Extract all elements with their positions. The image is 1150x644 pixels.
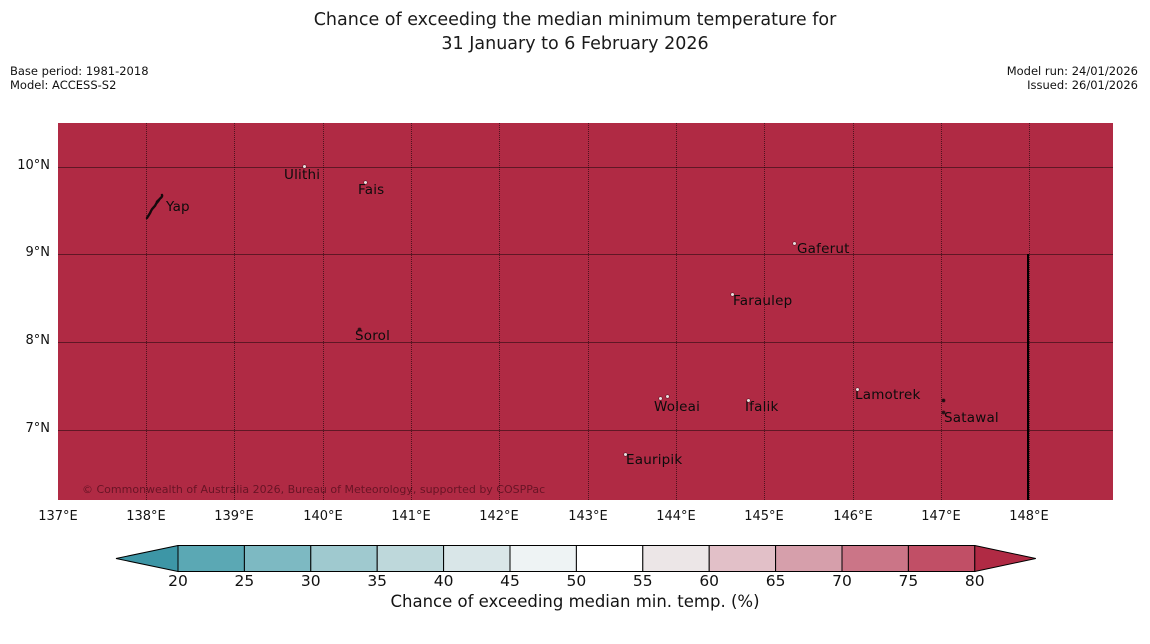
region-border-line — [1027, 254, 1029, 500]
longitude-gridline — [941, 123, 942, 500]
colorbar-label: Chance of exceeding median min. temp. (%… — [390, 592, 760, 611]
longitude-gridline — [1029, 123, 1030, 500]
colorbar-tick-label: 75 — [898, 572, 919, 590]
island-marker-sorol — [358, 328, 361, 331]
latitude-tick-label: 9°N — [25, 245, 51, 260]
island-label-gaferut: Gaferut — [797, 241, 850, 257]
colorbar-segment — [177, 545, 245, 572]
title-line-1: Chance of exceeding the median minimum t… — [313, 10, 837, 30]
island-label-faraulep: Faraulep — [733, 293, 793, 309]
map-canvas: © Commonwealth of Australia 2026, Bureau… — [58, 123, 1113, 500]
longitude-tick-label: 137°E — [38, 509, 78, 524]
meta-left: Base period: 1981-2018 Model: ACCESS-S2 — [10, 64, 149, 92]
island-label-yap: Yap — [166, 199, 190, 215]
island-label-woleai: Woleai — [654, 399, 701, 415]
yap-island-shape-icon — [144, 193, 166, 227]
island-marker-satawal — [942, 411, 945, 414]
longitude-tick-label: 138°E — [126, 509, 166, 524]
island-marker-ulithi — [303, 165, 306, 168]
model-text: Model: ACCESS-S2 — [10, 78, 117, 92]
meta-right: Model run: 24/01/2026 Issued: 26/01/2026 — [1007, 64, 1138, 92]
colorbar-tick-label: 30 — [300, 572, 321, 590]
colorbar-segment — [310, 545, 378, 572]
longitude-tick-label: 140°E — [303, 509, 343, 524]
longitude-tick-label: 143°E — [568, 509, 608, 524]
colorbar-tick-label: 70 — [832, 572, 852, 590]
latitude-tick-label: 10°N — [17, 158, 50, 173]
longitude-gridline — [234, 123, 235, 500]
latitude-gridline — [58, 254, 1113, 255]
longitude-tick-label: 142°E — [479, 509, 519, 524]
island-marker-woleai — [666, 395, 669, 398]
model-run-text: Model run: 24/01/2026 — [1006, 64, 1138, 78]
longitude-tick-label: 147°E — [921, 509, 961, 524]
colorbar-tick-label: 20 — [168, 572, 188, 590]
colorbar-segment — [907, 545, 976, 572]
longitude-gridline — [588, 123, 589, 500]
latitude-tick-label: 8°N — [25, 333, 51, 348]
island-label-fais: Fais — [358, 182, 385, 198]
colorbar-arrow — [974, 545, 1036, 573]
island-label-eauripik: Eauripik — [626, 452, 683, 468]
longitude-gridline — [676, 123, 677, 500]
issued-text: Issued: 26/01/2026 — [1027, 78, 1138, 92]
colorbar-segment — [243, 545, 312, 572]
colorbar-tick-label: 60 — [699, 572, 720, 590]
longitude-tick-label: 144°E — [656, 509, 696, 524]
colorbar-tick-label: 65 — [765, 572, 786, 590]
longitude-gridline — [499, 123, 500, 500]
base-period-text: Base period: 1981-2018 — [10, 64, 149, 78]
colorbar-tick-label: 55 — [632, 572, 653, 590]
longitude-gridline — [146, 123, 147, 500]
colorbar-arrow — [115, 545, 179, 573]
island-label-ifalik: Ifalik — [745, 399, 779, 415]
longitude-tick-label: 145°E — [744, 509, 784, 524]
island-marker-woleai — [659, 397, 662, 400]
latitude-gridline — [58, 430, 1113, 431]
longitude-tick-label: 139°E — [214, 509, 254, 524]
island-label-ulithi: Ulithi — [284, 167, 321, 183]
latitude-tick-label: 7°N — [25, 421, 51, 436]
longitude-tick-label: 141°E — [391, 509, 431, 524]
colorbar-segment — [708, 545, 777, 572]
colorbar-segment — [841, 545, 909, 572]
longitude-gridline — [411, 123, 412, 500]
island-marker-fais — [364, 181, 367, 184]
colorbar-segment — [443, 545, 511, 572]
colorbar-segment — [376, 545, 445, 572]
colorbar-segment — [509, 545, 577, 572]
colorbar-tick-label: 45 — [500, 572, 520, 590]
colorbar-tick-label: 40 — [433, 572, 454, 590]
colorbar-tick-label: 50 — [566, 572, 587, 590]
figure-title: Chance of exceeding the median minimum t… — [0, 8, 1150, 56]
latitude-gridline — [58, 342, 1113, 343]
colorbar-segment — [575, 545, 644, 572]
colorbar-tick-label: 35 — [367, 572, 388, 590]
longitude-gridline — [764, 123, 765, 500]
copyright-text: © Commonwealth of Australia 2026, Bureau… — [82, 483, 546, 496]
island-label-sorol: Sorol — [355, 328, 391, 344]
island-marker-faraulep — [731, 293, 734, 296]
colorbar-gradient — [115, 545, 1036, 573]
island-label-lamotrek: Lamotrek — [855, 387, 921, 403]
latitude-gridline — [58, 167, 1113, 168]
island-marker-lamotrek — [856, 388, 859, 391]
island-marker-lamotrek — [942, 399, 945, 402]
island-marker-ifalik — [747, 399, 750, 402]
longitude-gridline — [323, 123, 324, 500]
colorbar-tick-label: 80 — [964, 572, 985, 590]
island-marker-eauripik — [624, 453, 627, 456]
colorbar-segment — [642, 545, 710, 572]
colorbar-segment — [775, 545, 843, 572]
longitude-gridline — [853, 123, 854, 500]
island-marker-gaferut — [793, 242, 796, 245]
longitude-tick-label: 148°E — [1009, 509, 1049, 524]
title-line-2: 31 January to 6 February 2026 — [441, 34, 709, 54]
longitude-tick-label: 146°E — [833, 509, 873, 524]
colorbar-tick-label: 25 — [234, 572, 255, 590]
island-label-satawal: Satawal — [944, 410, 999, 426]
